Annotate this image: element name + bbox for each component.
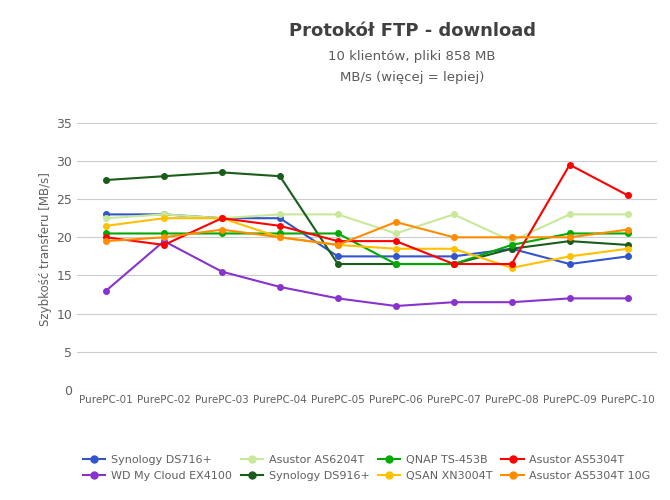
Asustor AS5304T 10G xyxy=(160,234,168,240)
Asustor AS5304T xyxy=(334,238,342,244)
Asustor AS5304T 10G xyxy=(218,226,226,232)
Asustor AS5304T xyxy=(218,215,226,221)
Asustor AS6204T xyxy=(218,215,226,221)
WD My Cloud EX4100 xyxy=(218,268,226,274)
QSAN XN3004T xyxy=(508,265,516,271)
Synology DS716+ xyxy=(334,254,342,260)
Asustor AS5304T 10G xyxy=(450,234,458,240)
Synology DS916+ xyxy=(508,246,516,252)
WD My Cloud EX4100 xyxy=(160,238,168,244)
QSAN XN3004T xyxy=(334,242,342,248)
Asustor AS5304T 10G xyxy=(624,226,632,232)
Line: QSAN XN3004T: QSAN XN3004T xyxy=(103,216,630,270)
Asustor AS6204T xyxy=(624,212,632,218)
Asustor AS6204T xyxy=(450,212,458,218)
Line: WD My Cloud EX4100: WD My Cloud EX4100 xyxy=(103,238,630,309)
Asustor AS5304T xyxy=(276,223,284,229)
WD My Cloud EX4100 xyxy=(276,284,284,290)
QNAP TS-453B xyxy=(334,230,342,236)
QSAN XN3004T xyxy=(276,234,284,240)
QSAN XN3004T xyxy=(392,246,400,252)
Asustor AS6204T xyxy=(334,212,342,218)
Synology DS716+ xyxy=(160,212,168,218)
Synology DS916+ xyxy=(624,242,632,248)
Synology DS716+ xyxy=(624,254,632,260)
Text: 10 klientów, pliki 858 MB: 10 klientów, pliki 858 MB xyxy=(328,50,496,63)
QSAN XN3004T xyxy=(450,246,458,252)
Asustor AS5304T xyxy=(508,261,516,267)
Synology DS916+ xyxy=(450,261,458,267)
Asustor AS5304T xyxy=(102,234,110,240)
Asustor AS5304T 10G xyxy=(508,234,516,240)
QNAP TS-453B xyxy=(392,261,400,267)
Line: Asustor AS6204T: Asustor AS6204T xyxy=(103,212,630,244)
Line: QNAP TS-453B: QNAP TS-453B xyxy=(103,230,630,267)
Asustor AS5304T xyxy=(160,242,168,248)
QNAP TS-453B xyxy=(160,230,168,236)
Synology DS916+ xyxy=(160,173,168,179)
WD My Cloud EX4100 xyxy=(334,296,342,302)
QNAP TS-453B xyxy=(276,230,284,236)
Synology DS916+ xyxy=(276,173,284,179)
QNAP TS-453B xyxy=(565,230,574,236)
Asustor AS6204T xyxy=(565,212,574,218)
Synology DS716+ xyxy=(565,261,574,267)
WD My Cloud EX4100 xyxy=(624,296,632,302)
Asustor AS5304T 10G xyxy=(392,219,400,225)
WD My Cloud EX4100 xyxy=(102,288,110,294)
Asustor AS5304T 10G xyxy=(102,238,110,244)
Y-axis label: Szybkość transferu [MB/s]: Szybkość transferu [MB/s] xyxy=(39,172,52,326)
Asustor AS6204T xyxy=(160,212,168,218)
Asustor AS6204T xyxy=(276,212,284,218)
Asustor AS5304T 10G xyxy=(565,234,574,240)
Synology DS716+ xyxy=(450,254,458,260)
Asustor AS5304T xyxy=(565,162,574,168)
WD My Cloud EX4100 xyxy=(508,299,516,305)
QNAP TS-453B xyxy=(218,230,226,236)
Synology DS916+ xyxy=(218,170,226,175)
Synology DS716+ xyxy=(218,215,226,221)
Synology DS716+ xyxy=(392,254,400,260)
Text: MB/s (więcej = lepiej): MB/s (więcej = lepiej) xyxy=(340,71,484,84)
Synology DS916+ xyxy=(392,261,400,267)
Synology DS716+ xyxy=(102,212,110,218)
Synology DS916+ xyxy=(334,261,342,267)
WD My Cloud EX4100 xyxy=(392,303,400,309)
QNAP TS-453B xyxy=(508,242,516,248)
QNAP TS-453B xyxy=(102,230,110,236)
Asustor AS6204T xyxy=(392,230,400,236)
Synology DS916+ xyxy=(102,177,110,183)
Synology DS916+ xyxy=(565,238,574,244)
WD My Cloud EX4100 xyxy=(565,296,574,302)
Synology DS716+ xyxy=(508,246,516,252)
Line: Asustor AS5304T 10G: Asustor AS5304T 10G xyxy=(103,219,630,248)
Line: Synology DS716+: Synology DS716+ xyxy=(103,212,630,267)
QNAP TS-453B xyxy=(450,261,458,267)
QSAN XN3004T xyxy=(160,215,168,221)
QSAN XN3004T xyxy=(102,223,110,229)
Asustor AS5304T xyxy=(450,261,458,267)
Asustor AS5304T 10G xyxy=(276,234,284,240)
Asustor AS6204T xyxy=(508,238,516,244)
QSAN XN3004T xyxy=(624,246,632,252)
QNAP TS-453B xyxy=(624,230,632,236)
Line: Asustor AS5304T: Asustor AS5304T xyxy=(103,162,630,267)
Line: Synology DS916+: Synology DS916+ xyxy=(103,170,630,267)
WD My Cloud EX4100 xyxy=(450,299,458,305)
QSAN XN3004T xyxy=(218,215,226,221)
QSAN XN3004T xyxy=(565,254,574,260)
Text: Protokół FTP - download: Protokół FTP - download xyxy=(289,22,535,40)
Legend: Synology DS716+, WD My Cloud EX4100, Asustor AS6204T, Synology DS916+, QNAP TS-4: Synology DS716+, WD My Cloud EX4100, Asu… xyxy=(79,450,655,485)
Synology DS716+ xyxy=(276,215,284,221)
Asustor AS5304T xyxy=(392,238,400,244)
Asustor AS5304T xyxy=(624,192,632,198)
Asustor AS6204T xyxy=(102,215,110,221)
Asustor AS5304T 10G xyxy=(334,242,342,248)
